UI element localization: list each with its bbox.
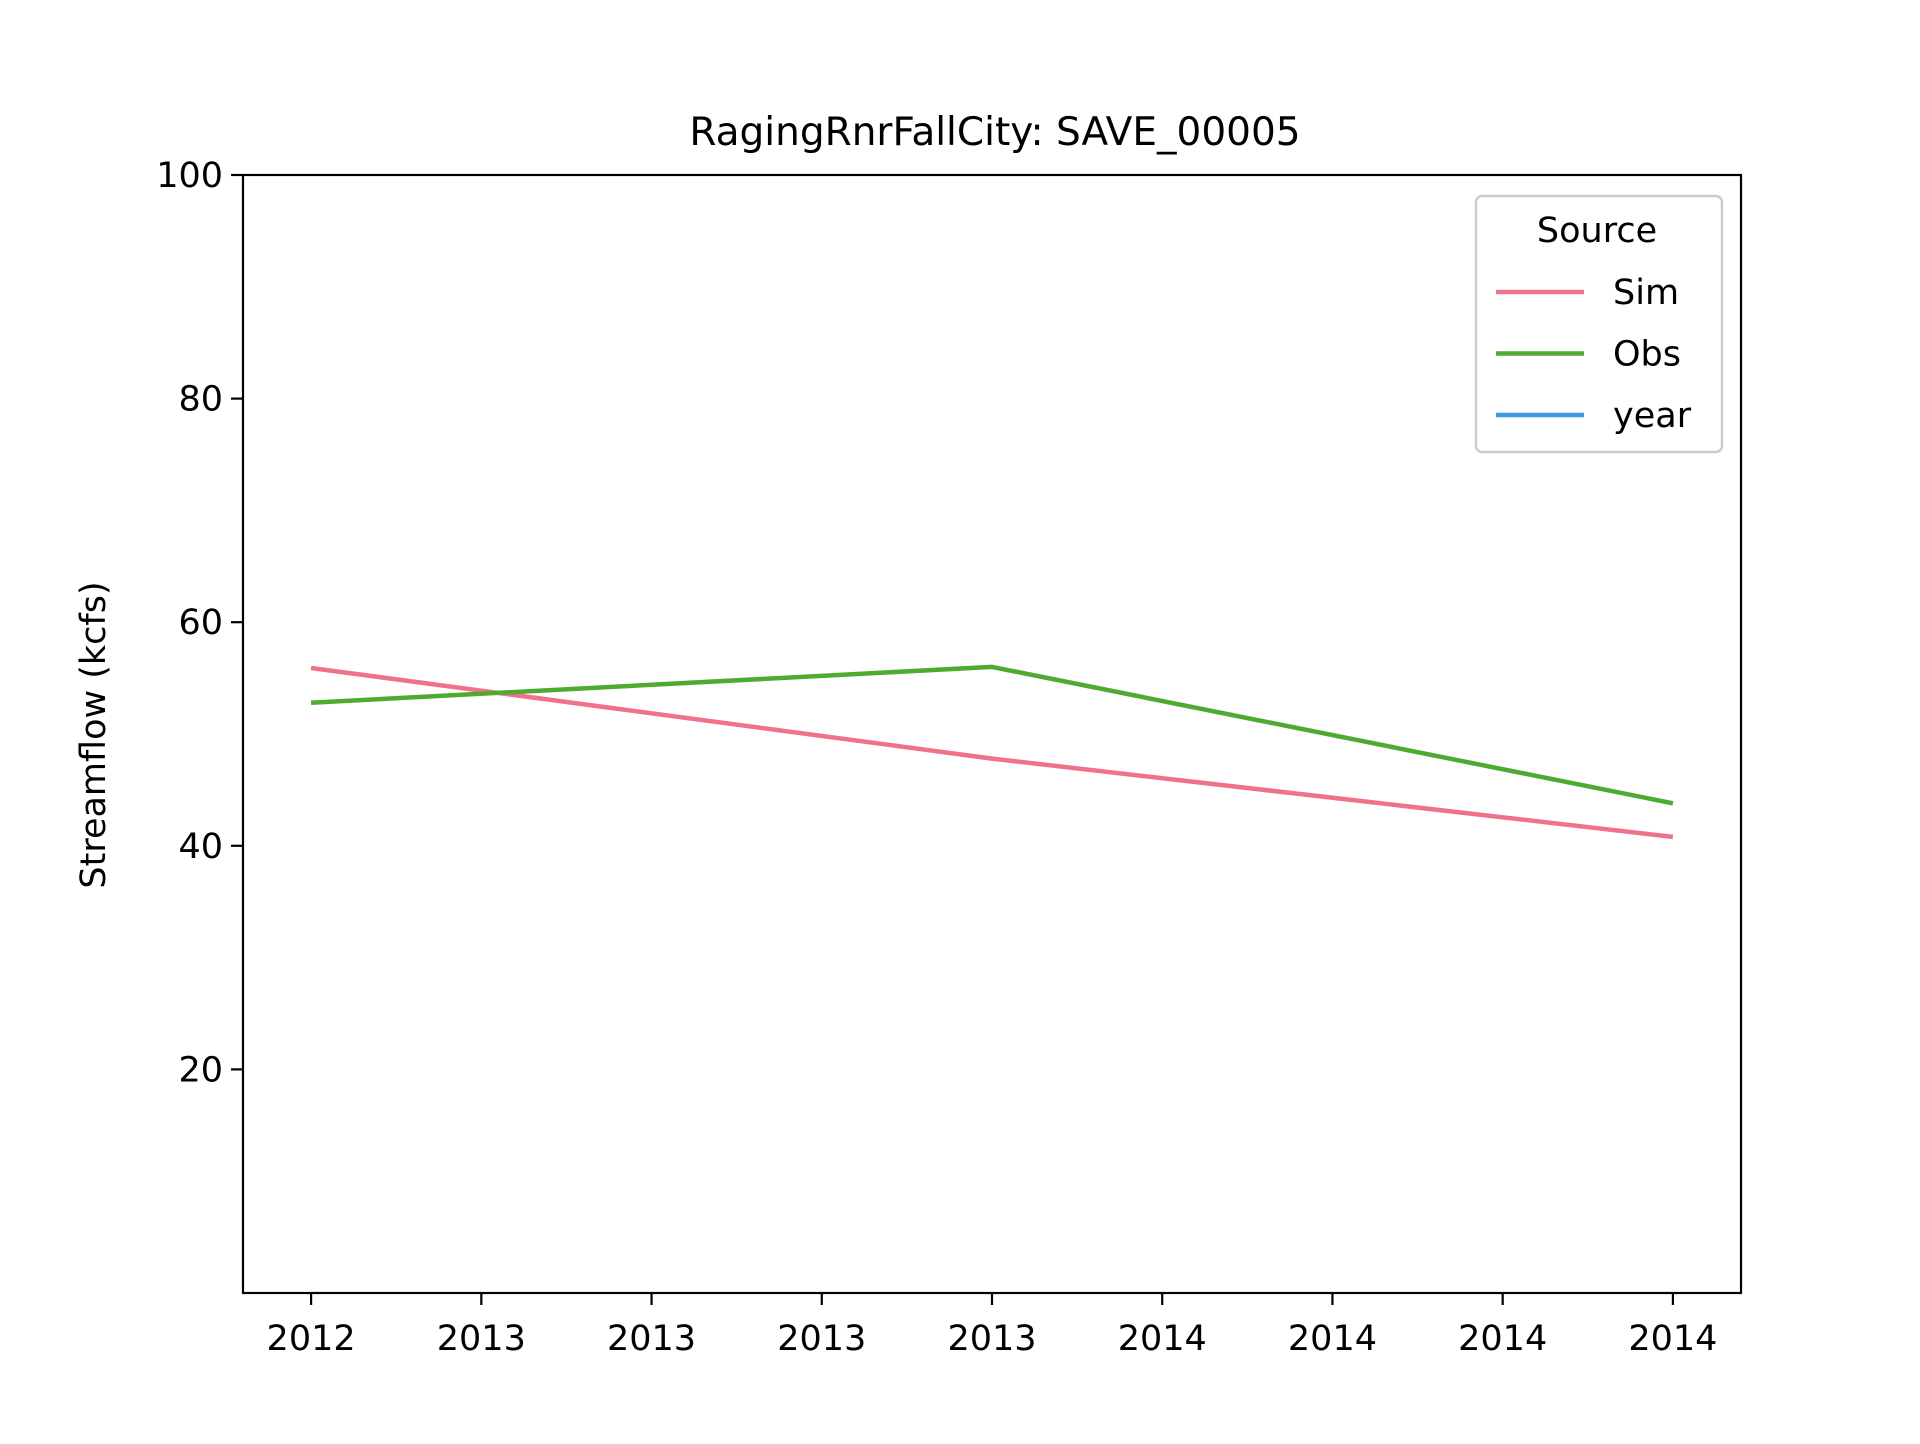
legend-label-sim: Sim bbox=[1613, 273, 1679, 313]
y-tick-label: 80 bbox=[178, 380, 223, 420]
x-tick-label: 2014 bbox=[1118, 1319, 1207, 1359]
series-line-obs bbox=[310, 664, 1674, 806]
series-line-sim bbox=[310, 665, 1674, 840]
plot-area bbox=[310, 664, 1674, 840]
legend-label-obs: Obs bbox=[1613, 335, 1681, 375]
y-tick-label: 40 bbox=[178, 827, 223, 867]
y-axis-label: Streamflow (kcfs) bbox=[74, 581, 114, 888]
legend-box bbox=[1474, 194, 1724, 454]
legend-title: Source bbox=[1537, 211, 1657, 251]
x-tick-label: 2014 bbox=[1288, 1319, 1377, 1359]
y-tick-label: 60 bbox=[178, 603, 223, 643]
x-tick-label: 2013 bbox=[947, 1319, 1036, 1359]
chart-title: RagingRnrFallCity: SAVE_00005 bbox=[689, 110, 1300, 155]
x-tick-label: 2014 bbox=[1458, 1319, 1547, 1359]
axes: 20 40 60 80 100 2012 2013 2013 2013 2013 2014 2014 2… bbox=[156, 156, 1743, 1359]
x-tick-label: 2013 bbox=[607, 1319, 696, 1359]
x-tick-label: 2013 bbox=[437, 1319, 526, 1359]
y-tick-label: 100 bbox=[156, 156, 223, 196]
y-tick-label: 20 bbox=[178, 1050, 223, 1090]
legend: Source Sim Obs year bbox=[1474, 194, 1724, 454]
x-tick-label: 2012 bbox=[267, 1319, 356, 1359]
legend-label-year: year bbox=[1613, 396, 1692, 436]
x-tick-label: 2014 bbox=[1628, 1319, 1717, 1359]
x-tick-label: 2013 bbox=[777, 1319, 866, 1359]
